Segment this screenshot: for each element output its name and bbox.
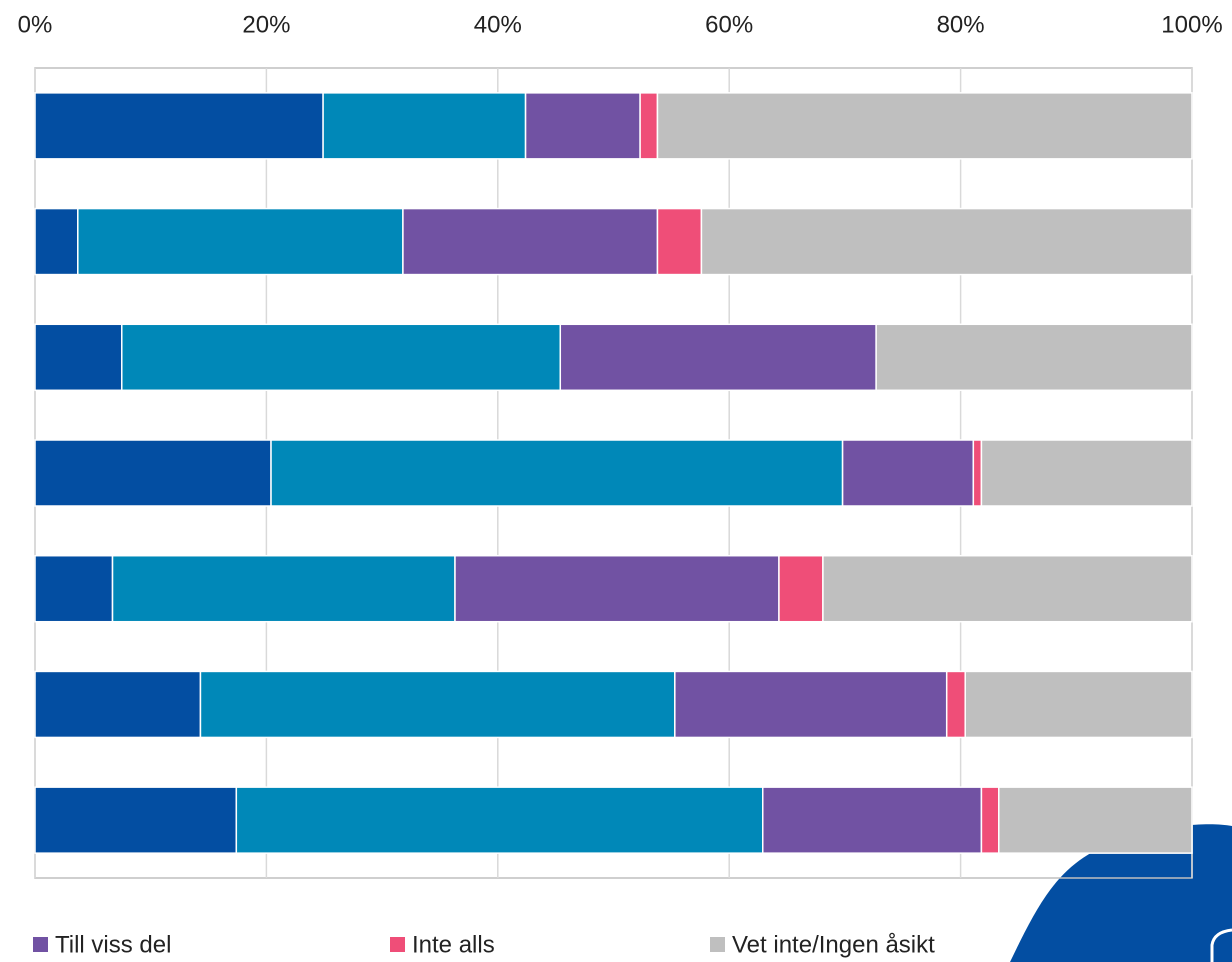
x-tick-label: 20% (242, 11, 290, 38)
bar-segment (270, 439, 844, 507)
bar-segment (822, 554, 1193, 623)
legend-label: Vet inte/Ingen åsikt (732, 931, 935, 958)
bar-segment (998, 786, 1193, 854)
x-tick-label: 80% (937, 11, 985, 38)
bar-segment (964, 670, 1193, 739)
bar-segment (34, 554, 114, 623)
bar-segment (972, 439, 983, 507)
bar-segment (875, 323, 1193, 392)
decoration (1010, 824, 1232, 962)
bar-segment (980, 786, 1000, 854)
bar-segment (656, 207, 703, 276)
bar-segment (639, 92, 659, 160)
bar-segment (945, 670, 966, 739)
bar-segment (559, 323, 877, 392)
bar-segment (841, 439, 975, 507)
bar-segment (454, 554, 780, 623)
bar-segment (674, 670, 948, 739)
x-tick-label: 100% (1161, 11, 1222, 38)
x-tick-label: 60% (705, 11, 753, 38)
bar-segment (778, 554, 824, 623)
x-tick-label: 40% (474, 11, 522, 38)
bar-segment (34, 323, 123, 392)
bar-segment (235, 786, 764, 854)
legend-swatch (710, 937, 725, 952)
decoration (1210, 928, 1232, 962)
bar-segment (34, 670, 202, 739)
x-tick-label: 0% (18, 11, 53, 38)
bar-segment (121, 323, 562, 392)
bar-segment (762, 786, 983, 854)
legend-swatch (33, 937, 48, 952)
bar-segment (980, 439, 1193, 507)
legend-label: Inte alls (412, 931, 495, 958)
bar-segment (700, 207, 1193, 276)
bar-segment (77, 207, 404, 276)
bar-segment (34, 92, 324, 160)
bar-segment (524, 92, 641, 160)
bar-segment (322, 92, 527, 160)
bar-segment (111, 554, 456, 623)
bar-segment (34, 786, 238, 854)
bar-segment (34, 439, 272, 507)
bar-segment (402, 207, 659, 276)
bar-segment (34, 207, 79, 276)
bar-segment (199, 670, 676, 739)
legend-swatch (390, 937, 405, 952)
legend-label: Till viss del (55, 931, 171, 958)
bar-segment (656, 92, 1193, 160)
